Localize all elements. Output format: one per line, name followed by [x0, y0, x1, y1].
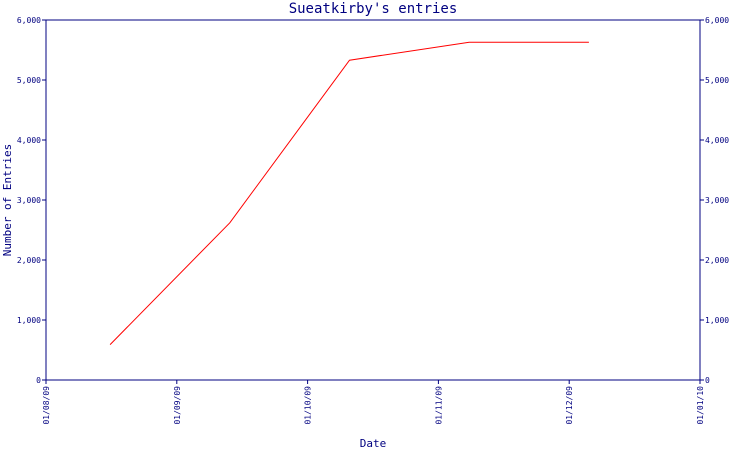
y-tick-label-left: 5,000	[17, 76, 41, 85]
x-tick-label: 01/08/09	[42, 386, 51, 425]
y-tick-label-left: 1,000	[17, 316, 41, 325]
x-ticks: 01/08/09 01/09/09 01/10/09 01/11/09 01/12/09…	[42, 380, 705, 425]
y-tick-label-left: 4,000	[17, 136, 41, 145]
y-axis-title: Number of Entries	[1, 144, 14, 257]
y-tick-label-left: 0	[36, 376, 41, 385]
y-tick-label-left: 6,000	[17, 16, 41, 25]
y-ticks-left: 0 1,000 2,000 3,000 4,000 5,000 6,000	[17, 16, 46, 385]
y-tick-label-right: 1,000	[705, 316, 729, 325]
y-tick-label-left: 2,000	[17, 256, 41, 265]
series-line	[109, 41, 589, 345]
y-tick-label-right: 3,000	[705, 196, 729, 205]
x-axis-title: Date	[360, 437, 387, 450]
series-layer	[109, 41, 589, 345]
y-ticks-right: 0 1,000 2,000 3,000 4,000 5,000 6,000	[700, 16, 729, 385]
chart-title: Sueatkirby's entries	[289, 1, 458, 17]
x-tick-label: 01/11/09	[434, 386, 443, 425]
y-tick-label-right: 5,000	[705, 76, 729, 85]
x-tick-label: 01/09/09	[173, 386, 182, 425]
y-tick-label-right: 2,000	[705, 256, 729, 265]
y-tick-label-right: 4,000	[705, 136, 729, 145]
y-tick-label-right: 6,000	[705, 16, 729, 25]
y-tick-label-left: 3,000	[17, 196, 41, 205]
x-tick-label: 01/12/09	[565, 386, 574, 425]
x-tick-label: 01/01/10	[696, 386, 705, 425]
x-tick-label: 01/10/09	[304, 386, 313, 425]
y-tick-label-right: 0	[705, 376, 710, 385]
